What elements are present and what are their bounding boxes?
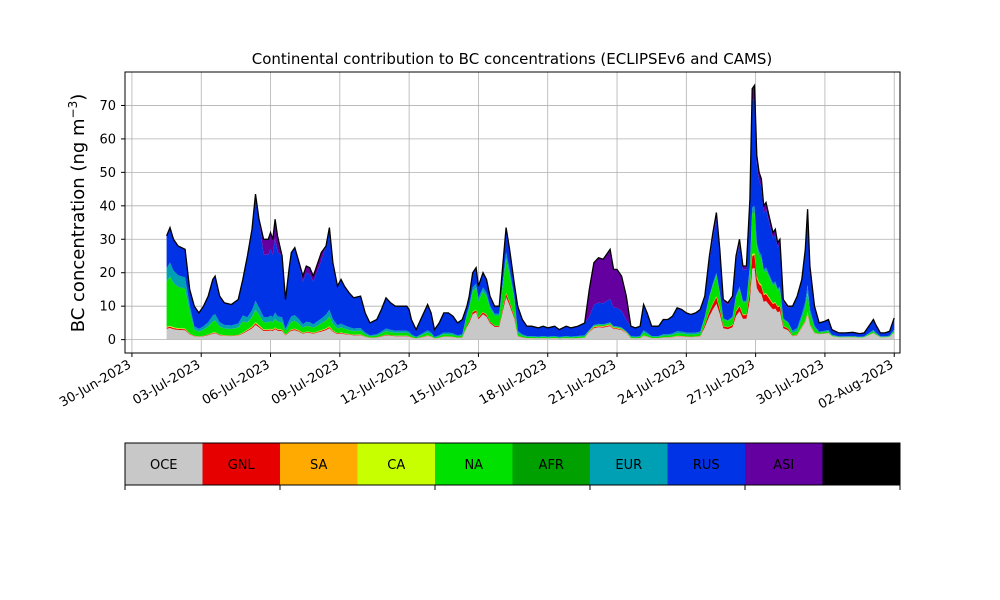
colorbar-frame [124,442,901,486]
area-series-oce [166,267,895,340]
area-series-eur [166,205,895,338]
colorbar-cell-eur [590,443,668,485]
colorbar-label: AFR [539,458,564,473]
y-tick-label: 30 [99,233,116,248]
y-tick-label: 60 [99,132,116,147]
y-tick-label: 20 [99,266,116,281]
x-tick-label: 12-Jul-2023 [338,357,411,408]
colorbar-cell-afr [512,443,590,485]
y-axis-label-close: ) [68,94,89,101]
colorbar-label: AUS [848,458,875,473]
x-tick-label: 30-Jun-2023 [57,357,134,410]
colorbar-cell-gnl [202,443,280,485]
total-outline [165,83,895,335]
colorbar-label: NA [464,458,483,473]
colorbar-cell-sa [280,443,358,485]
colorbar-cell-ca [357,443,435,485]
y-tick-label: 40 [99,199,116,214]
y-tick-label: 70 [99,99,116,114]
x-tick-label: 06-Jul-2023 [200,357,273,408]
chart-title: Continental contribution to BC concentra… [252,50,773,68]
plot-area: 0 10 20 30 40 50 60 70 30-Jun-202303-Jul-202306-… [57,71,901,413]
colorbar-cell-asi [745,443,823,485]
area-layers [166,85,895,340]
x-tick-label: 21-Jul-2023 [546,357,619,408]
colorbar-label: RUS [693,458,720,473]
colorbar-cell-aus [822,443,900,485]
region-colorbar-legend: OCE GNL SA CA NA AFR EUR RUS ASI AUS [124,442,901,490]
colorbar-label: ASI [773,458,794,473]
x-tick-label: 24-Jul-2023 [616,357,689,408]
plot-frame [124,71,901,354]
x-tick-label: 15-Jul-2023 [408,357,481,408]
colorbar-label: GNL [228,458,256,473]
colorbar-cell-na [435,443,513,485]
colorbar-label: SA [310,458,327,473]
y-tick-label: 50 [99,166,116,181]
area-series-rus [166,98,895,337]
colorbar-cell-rus [667,443,745,485]
colorbar-label: CA [387,458,405,473]
y-tick-label: 10 [99,300,116,315]
y-axis-label-superscript: −3 [66,101,80,119]
colorbar-label: EUR [615,458,642,473]
x-tick-label: 27-Jul-2023 [685,357,758,408]
colorbar-cell-oce [125,443,203,485]
x-tick-label: 03-Jul-2023 [130,357,203,408]
y-axis-label: BC concentration (ng m−3) [66,94,89,333]
x-tick-label: 02-Aug-2023 [816,357,896,412]
x-tick-label: 09-Jul-2023 [269,357,342,408]
colorbar-label: OCE [150,458,178,473]
y-axis-label-main: BC concentration (ng m [68,118,89,332]
y-tick-label: 0 [108,333,116,348]
x-tick-label: 18-Jul-2023 [477,357,550,408]
